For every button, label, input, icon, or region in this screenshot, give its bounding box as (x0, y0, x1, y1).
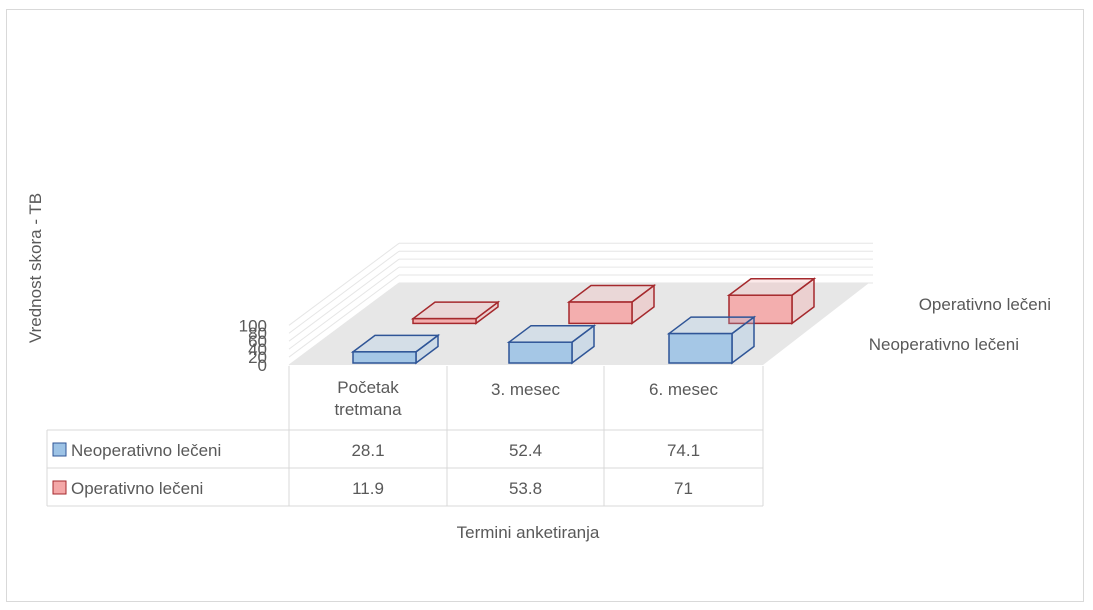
depth-axis-labels: Operativno lečeni Neoperativno lečeni (869, 295, 1051, 354)
y-tick-label: 60 (248, 332, 267, 351)
gridline-diagonal (288, 266, 400, 350)
table-cell-value: 11.9 (352, 479, 384, 498)
bar-1 (566, 284, 657, 325)
table-row-label: Neoperativno lečeni (71, 441, 221, 460)
gridline-diagonal (288, 274, 400, 358)
table-cell-value: 28.1 (351, 441, 384, 460)
bar-0 (666, 315, 757, 365)
gridline-diagonal (288, 242, 400, 326)
bar-front-face (568, 301, 633, 325)
data-table: Početak tretmana 3. mesec 6. mesec Neoperati… (46, 366, 764, 507)
depth-label-series-2: Operativno lečeni (919, 295, 1051, 314)
table-cell-value: 74.1 (667, 441, 700, 460)
depth-label-series-1: Neoperativno lečeni (869, 335, 1019, 354)
y-tick-label: 20 (248, 348, 267, 367)
bar-1 (410, 300, 501, 325)
bar-front-face (508, 341, 573, 364)
bar-front-face (352, 351, 417, 364)
x-tick-label: 6. mesec (649, 380, 718, 399)
bar-front-face (728, 294, 793, 325)
x-tick-label: Početak tretmana (334, 378, 402, 419)
x-tick-label: 3. mesec (491, 380, 560, 399)
y-tick-label: 80 (248, 324, 267, 343)
table-cell-value: 53.8 (509, 479, 542, 498)
bars (350, 277, 817, 365)
y-tick-label: 40 (248, 340, 267, 359)
bar-front-face (412, 317, 477, 325)
table-cell-value: 71 (674, 479, 693, 498)
x-axis-title: Termini anketiranja (457, 523, 600, 542)
bar-0 (350, 333, 441, 365)
table-cell-value: 52.4 (509, 441, 542, 460)
y-tick-label: 0 (258, 356, 267, 375)
legend-key (52, 442, 67, 457)
table-row-label: Operativno lečeni (71, 479, 203, 498)
chart-container: 0 20 40 60 80 100 Operativno lečeni Neoperativ… (6, 9, 1084, 602)
legend-key (52, 480, 67, 495)
y-axis-title: Vrednost skora - TB (26, 193, 45, 343)
bar-front-face (668, 332, 733, 364)
gridline-diagonal (288, 250, 400, 334)
bar-1 (726, 277, 817, 325)
gridline-diagonal (288, 258, 400, 342)
y-tick-label: 100 (239, 316, 267, 335)
bar-0 (506, 324, 597, 365)
